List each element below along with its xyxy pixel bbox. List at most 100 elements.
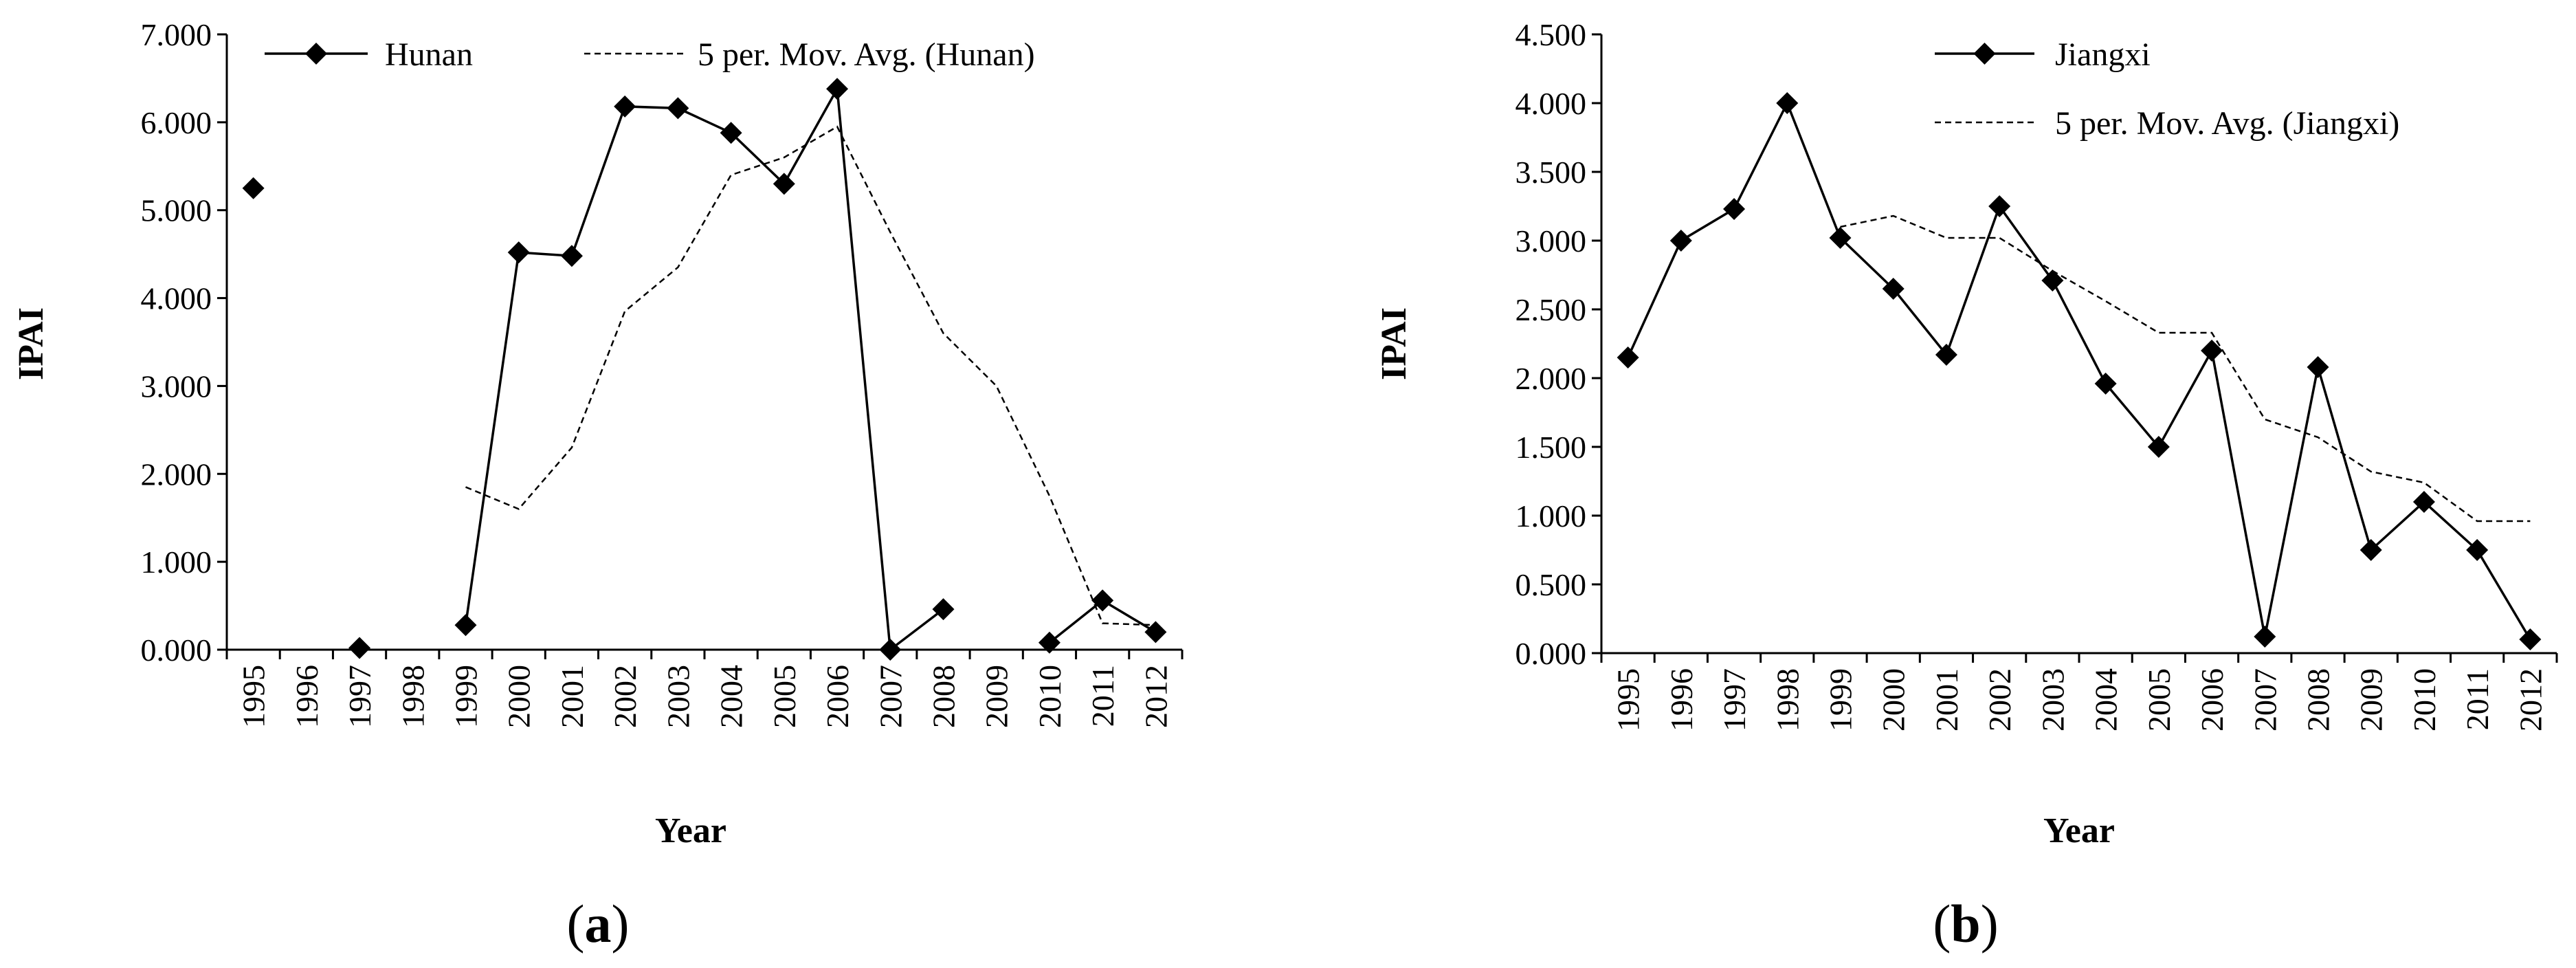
data-point-marker [1882, 278, 1905, 300]
data-point-marker [348, 637, 371, 659]
x-tick-label: 2006 [820, 665, 855, 728]
moving-average-line [465, 125, 1156, 626]
x-axis-title: Year [655, 811, 726, 850]
x-tick-label: 2009 [2354, 668, 2389, 732]
chart-panel-b: 0.000 0.500 1.000 1.500 2.000 2.500 3.000 3.500… [1375, 17, 2558, 954]
legend-label: Hunan [385, 36, 473, 73]
data-point-marker [1038, 631, 1061, 654]
x-tick-label: 2011 [2460, 668, 2495, 730]
data-point-marker [2254, 626, 2276, 648]
x-tick-label: 2008 [926, 665, 962, 728]
data-point-marker [1776, 92, 1799, 114]
data-point-marker [242, 177, 265, 199]
x-tick-label: 2005 [2142, 668, 2177, 732]
data-point-marker [507, 241, 530, 264]
legend-label: 5 per. Mov. Avg. (Hunan) [698, 36, 1035, 73]
data-point-marker [1669, 230, 1692, 252]
y-tick-label: 5.000 [141, 193, 212, 228]
data-point-marker [826, 78, 849, 100]
data-point-marker [1144, 621, 1167, 644]
x-tick-label: 2012 [1138, 665, 1173, 728]
x-tick-label: 2004 [714, 665, 749, 728]
y-tick-label: 4.500 [1515, 17, 1587, 52]
y-tick-label: 3.000 [1515, 223, 1587, 258]
y-tick-label: 1.000 [1515, 498, 1587, 534]
x-tick-label: 2007 [873, 665, 908, 728]
y-axis-title: IPAI [12, 307, 51, 380]
x-tick-label: 2007 [2247, 668, 2283, 732]
y-tick-label: 6.000 [141, 105, 212, 140]
data-point-marker [2094, 373, 2117, 395]
data-point-marker [2466, 539, 2489, 561]
y-tick-label: 7.000 [141, 17, 212, 52]
y-tick-label: 2.500 [1515, 292, 1587, 327]
data-point-marker [2412, 491, 2435, 513]
data-point-marker [2360, 539, 2382, 561]
series-line [464, 85, 944, 652]
data-point-marker [2519, 628, 2542, 650]
x-tick-label: 1996 [1664, 668, 1699, 732]
x-tick-label: 2002 [1982, 668, 2017, 732]
x-tick-label: 1995 [1611, 668, 1646, 732]
panel-label-letter: a [585, 894, 612, 954]
x-tick-label: 2010 [1032, 665, 1067, 728]
data-point-marker [2147, 436, 2170, 458]
data-point-marker [2201, 340, 2223, 362]
data-point-marker [2041, 270, 2064, 292]
panel-label: (a) [567, 894, 630, 954]
data-point-marker [1829, 227, 1852, 249]
x-tick-label: 1996 [289, 665, 324, 728]
x-tick-label: 2002 [608, 665, 643, 728]
y-tick-label: 2.000 [141, 456, 212, 492]
x-tick-label: 2008 [2301, 668, 2336, 732]
moving-average-line [1840, 214, 2531, 522]
y-tick-label: 4.000 [141, 281, 212, 316]
x-tick-label: 2011 [1085, 665, 1120, 727]
x-tick-label: 2000 [1876, 668, 1911, 732]
y-tick-label: 2.000 [1515, 361, 1587, 396]
x-tick-label: 2001 [555, 665, 590, 728]
y-tick-label: 0.000 [1515, 636, 1587, 671]
x-tick-label: 2010 [2407, 668, 2442, 732]
x-tick-label: 2004 [2089, 668, 2124, 732]
legend-marker [1973, 43, 1996, 65]
data-point-marker [1091, 589, 1114, 612]
panel-label: (b) [1933, 894, 1998, 954]
legend-marker [305, 43, 327, 65]
y-tick-label: 1.000 [141, 544, 212, 580]
y-tick-label: 0.000 [141, 632, 212, 668]
y-tick-label: 4.000 [1515, 86, 1587, 121]
y-tick-label: 3.500 [1515, 155, 1587, 190]
data-point-marker [932, 598, 955, 621]
x-tick-label: 1998 [1770, 668, 1805, 732]
x-tick-label: 1998 [395, 665, 430, 728]
panel-label-letter: b [1951, 894, 1980, 954]
data-point-marker [560, 245, 583, 267]
x-tick-label: 2003 [660, 665, 696, 728]
data-point-marker [2307, 356, 2329, 378]
legend-label: 5 per. Mov. Avg. (Jiangxi) [2055, 105, 2399, 142]
data-point-marker [1935, 344, 1957, 366]
x-tick-label: 1999 [449, 665, 484, 728]
y-tick-label: 1.500 [1515, 430, 1587, 465]
y-axis-title: IPAI [1375, 307, 1414, 380]
x-tick-label: 1995 [236, 665, 271, 728]
data-point-marker [720, 122, 742, 144]
legend-label: Jiangxi [2055, 36, 2151, 73]
data-point-marker [614, 95, 636, 118]
y-tick-label: 0.500 [1515, 567, 1587, 602]
x-tick-label: 2001 [1929, 668, 1964, 732]
x-tick-label: 1997 [1717, 668, 1752, 732]
data-point-marker [773, 173, 795, 195]
data-point-marker [879, 639, 902, 661]
y-tick-label: 3.000 [141, 368, 212, 404]
x-tick-label: 2000 [502, 665, 537, 728]
x-tick-label: 2009 [979, 665, 1014, 728]
x-tick-label: 2006 [2195, 668, 2230, 732]
x-tick-label: 1999 [1823, 668, 1858, 732]
x-axis-title: Year [2043, 811, 2115, 850]
data-point-marker [454, 614, 477, 637]
data-point-marker [667, 97, 689, 120]
x-tick-label: 2003 [2035, 668, 2070, 732]
x-tick-label: 1997 [342, 665, 377, 728]
